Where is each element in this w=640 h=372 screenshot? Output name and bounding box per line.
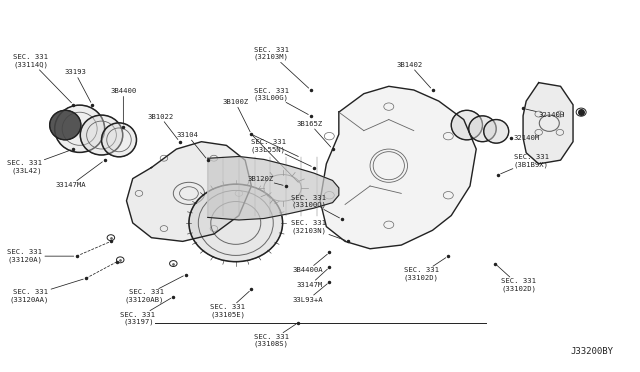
Ellipse shape (102, 123, 136, 157)
Text: 33147MA: 33147MA (55, 162, 102, 188)
Ellipse shape (451, 110, 483, 140)
Text: SEC. 331
(33L55N): SEC. 331 (33L55N) (251, 139, 311, 166)
Text: 33104: 33104 (177, 132, 206, 158)
Text: 33147M: 33147M (297, 269, 328, 288)
Text: 33193: 33193 (64, 69, 91, 102)
Text: SEC. 331
(33120AB): SEC. 331 (33120AB) (125, 276, 183, 303)
Ellipse shape (80, 115, 123, 155)
Polygon shape (523, 83, 573, 164)
Text: SEC. 331
(33100Q): SEC. 331 (33100Q) (291, 195, 339, 218)
Text: SEC. 331
(33L00G): SEC. 331 (33L00G) (254, 87, 308, 115)
Polygon shape (207, 157, 339, 220)
Text: SEC. 331
(33105E): SEC. 331 (33105E) (210, 291, 250, 318)
Text: 3B1402: 3B1402 (397, 62, 431, 88)
Text: 3B120Z: 3B120Z (247, 176, 283, 185)
Text: SEC. 331
(33102D): SEC. 331 (33102D) (404, 258, 446, 281)
Ellipse shape (54, 105, 104, 153)
Text: SEC. 331
(32103M): SEC. 331 (32103M) (254, 47, 308, 88)
Polygon shape (127, 142, 252, 241)
Text: SEC. 331
(33197): SEC. 331 (33197) (120, 298, 171, 325)
Text: SEC. 331
(33102D): SEC. 331 (33102D) (497, 265, 536, 292)
Text: SEC. 331
(33114Q): SEC. 331 (33114Q) (13, 54, 72, 103)
Text: 33L93+A: 33L93+A (292, 284, 327, 303)
Text: SEC. 331
(32103N): SEC. 331 (32103N) (291, 221, 346, 240)
Text: SEC. 331
(3B1B9X): SEC. 331 (3B1B9X) (500, 154, 548, 174)
Text: 32140H: 32140H (526, 109, 565, 118)
Text: 3B4400: 3B4400 (110, 88, 136, 124)
Ellipse shape (484, 119, 509, 143)
Polygon shape (320, 86, 476, 249)
Text: 3B4400A: 3B4400A (292, 254, 327, 273)
Text: 3B165Z: 3B165Z (297, 121, 331, 147)
Text: SEC. 331
(33L42): SEC. 331 (33L42) (7, 150, 71, 174)
Text: 3B100Z: 3B100Z (222, 99, 250, 132)
Text: 3B1022: 3B1022 (147, 113, 178, 140)
Ellipse shape (468, 116, 496, 142)
Text: SEC. 331
(33120AA): SEC. 331 (33120AA) (9, 279, 83, 303)
Text: 32140M: 32140M (511, 135, 540, 141)
Text: J33200BY: J33200BY (571, 347, 614, 356)
Ellipse shape (189, 184, 283, 262)
Text: SEC. 331
(33120A): SEC. 331 (33120A) (7, 249, 74, 263)
Ellipse shape (50, 110, 81, 140)
Text: SEC. 331
(33108S): SEC. 331 (33108S) (254, 324, 296, 347)
